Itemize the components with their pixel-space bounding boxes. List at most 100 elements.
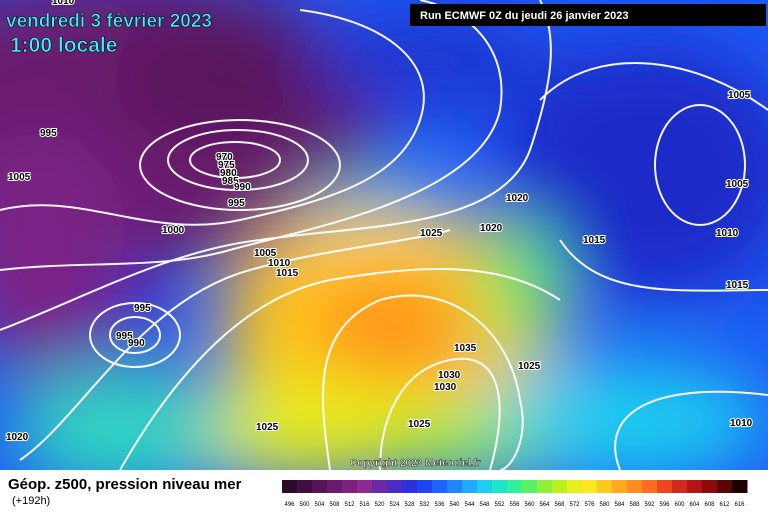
colorbar-label: 580 xyxy=(599,502,610,508)
isobar-label: 990 xyxy=(234,182,251,193)
colorbar-swatch xyxy=(387,480,403,493)
colorbar-label: 572 xyxy=(569,502,580,508)
isobar-label: 1035 xyxy=(454,343,477,354)
isobar-label: 1010 xyxy=(716,228,739,239)
colorbar-label: 568 xyxy=(554,502,565,508)
colorbar-swatch xyxy=(372,480,388,493)
colorbar-swatch xyxy=(312,480,328,493)
colorbar-label: 496 xyxy=(284,502,295,508)
colorbar-swatch xyxy=(672,480,688,493)
colorbar-swatch xyxy=(687,480,703,493)
colorbar-swatch xyxy=(357,480,373,493)
isobar-lines xyxy=(0,0,768,470)
colorbar-label: 544 xyxy=(464,502,475,508)
colorbar-swatch xyxy=(477,480,493,493)
isobar-label: 1025 xyxy=(256,422,279,433)
colorbar-label: 532 xyxy=(419,502,430,508)
colorbar-label: 516 xyxy=(359,502,370,508)
colorbar-swatch xyxy=(417,480,433,493)
colorbar-swatch xyxy=(447,480,463,493)
colorbar-swatch xyxy=(282,480,298,493)
colorbar-label: 576 xyxy=(584,502,595,508)
colorbar-swatch xyxy=(567,480,583,493)
colorbar-swatch xyxy=(507,480,523,493)
isobar-label: 1025 xyxy=(408,419,431,430)
colorbar-label: 540 xyxy=(449,502,460,508)
colorbar-swatch xyxy=(402,480,418,493)
colorbar-label: 600 xyxy=(674,502,685,508)
colorbar-swatch xyxy=(702,480,718,493)
colorbar-label: 608 xyxy=(704,502,715,508)
colorbar-label: 520 xyxy=(374,502,385,508)
colorbar-swatch xyxy=(582,480,598,493)
colorbar-label: 612 xyxy=(719,502,730,508)
colorbar-label: 500 xyxy=(299,502,310,508)
run-label: Run ECMWF 0Z du jeudi 26 janvier 2023 xyxy=(420,10,628,22)
colorbar: 496 500 504 508 512 516 520 524 528 532 536 540 544 5… xyxy=(282,480,748,508)
colorbar-label: 556 xyxy=(509,502,520,508)
colorbar-label: 588 xyxy=(629,502,640,508)
colorbar-swatch xyxy=(297,480,313,493)
colorbar-swatch xyxy=(552,480,568,493)
colorbar-swatch xyxy=(432,480,448,493)
isobar-label: 1005 xyxy=(728,90,751,101)
map-date: vendredi 3 février 2023 xyxy=(6,11,212,32)
colorbar-label: 536 xyxy=(434,502,445,508)
colorbar-swatch xyxy=(327,480,343,493)
isobar-label: 1025 xyxy=(518,361,541,372)
colorbar-swatch xyxy=(732,480,748,493)
isobar-label: 1020 xyxy=(480,223,503,234)
colorbar-label: 560 xyxy=(524,502,535,508)
colorbar-label: 584 xyxy=(614,502,625,508)
isobar-label: 1010 xyxy=(730,418,753,429)
isobar-label: 1030 xyxy=(434,382,457,393)
colorbar-label: 508 xyxy=(329,502,340,508)
colorbar-label: 524 xyxy=(389,502,400,508)
isobar-label: 1010 xyxy=(268,258,291,269)
field xyxy=(0,0,768,470)
isobar-label: 995 xyxy=(116,331,133,342)
map-time: 1:00 locale xyxy=(10,34,117,57)
colorbar-label: 592 xyxy=(644,502,655,508)
isobar-label: 1020 xyxy=(506,193,529,204)
isobar-label: 1005 xyxy=(8,172,31,183)
colorbar-swatch xyxy=(597,480,613,493)
colorbar-swatch xyxy=(537,480,553,493)
copyright: Copyright 2023 Meteociel.fr xyxy=(350,458,481,469)
colorbar-label: 548 xyxy=(479,502,490,508)
isobar-label: 1000 xyxy=(162,225,185,236)
colorbar-label: 528 xyxy=(404,502,415,508)
isobar-label: 1020 xyxy=(6,432,29,443)
isobar-label: 1005 xyxy=(726,179,749,190)
isobar-label: 1015 xyxy=(276,268,299,279)
colorbar-label: 512 xyxy=(344,502,355,508)
isobar-label: 1030 xyxy=(438,370,461,381)
run-box xyxy=(410,4,766,26)
isobar-label: 970 xyxy=(216,152,233,163)
colorbar-label: 596 xyxy=(659,502,670,508)
isobar-label: 980 xyxy=(220,168,237,179)
colorbar-label: 504 xyxy=(314,502,325,508)
colorbar-label: 552 xyxy=(494,502,505,508)
colorbar-swatch xyxy=(627,480,643,493)
colorbar-swatch xyxy=(342,480,358,493)
colorbar-swatch xyxy=(717,480,733,493)
isobar-label: 1005 xyxy=(254,248,277,259)
isobar-label: 990 xyxy=(128,338,145,349)
isobar-labels: 1010995100597097598098599099510001005101… xyxy=(5,0,754,444)
isobar-label: 985 xyxy=(222,176,239,187)
footer-title: Géop. z500, pression niveau mer xyxy=(8,476,242,493)
isobar-label: 1010 xyxy=(52,0,75,7)
isobar-label: 1025 xyxy=(420,228,443,239)
isobar-label: 1015 xyxy=(583,235,606,246)
footer-lead: (+192h) xyxy=(12,495,50,507)
colorbar-label: 564 xyxy=(539,502,550,508)
isobar-label: 975 xyxy=(218,160,235,171)
colorbar-label: 604 xyxy=(689,502,700,508)
colorbar-swatch xyxy=(642,480,658,493)
isobar-label: 1015 xyxy=(726,280,749,291)
isobar-label: 995 xyxy=(134,303,151,314)
colorbar-swatch xyxy=(612,480,628,493)
